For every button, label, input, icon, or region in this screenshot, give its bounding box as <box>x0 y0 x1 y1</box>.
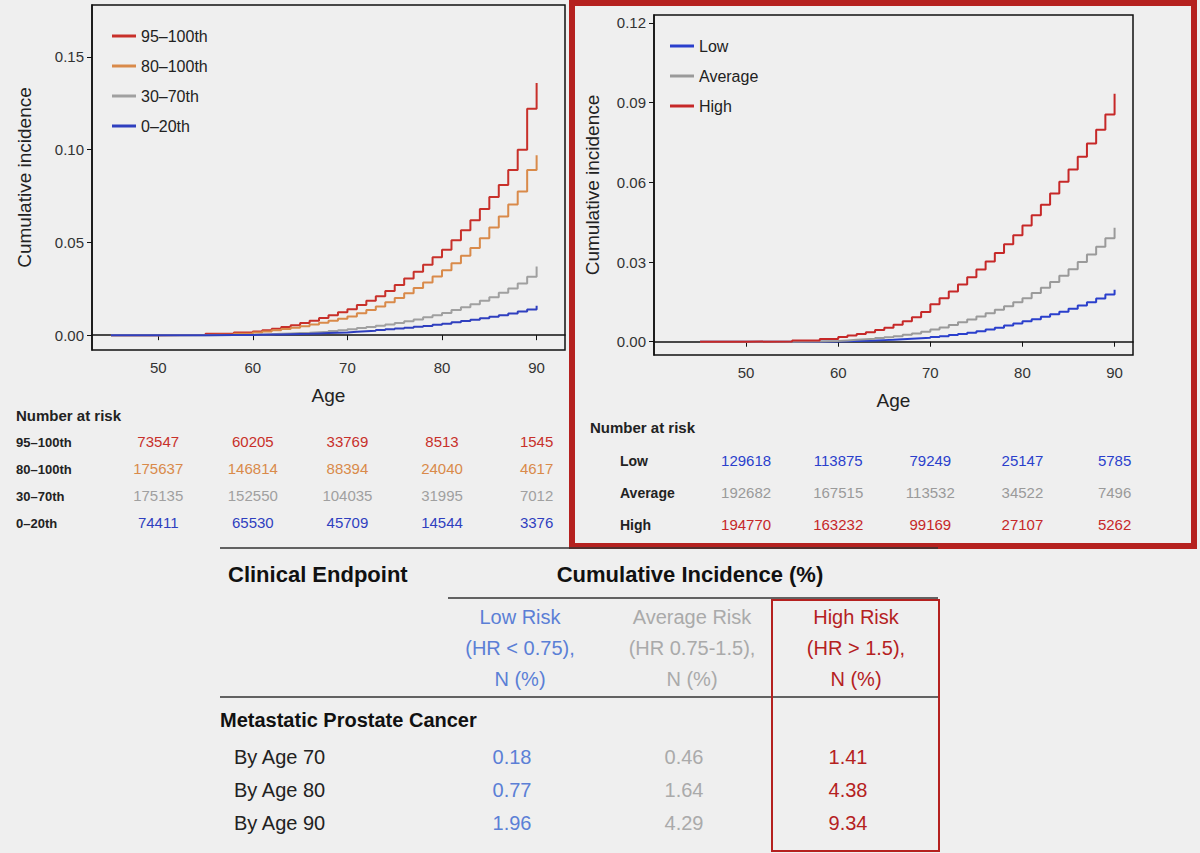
svg-text:Number at risk: Number at risk <box>590 419 696 436</box>
svg-text:152550: 152550 <box>228 487 278 504</box>
svg-text:80: 80 <box>1014 364 1031 381</box>
svg-text:1.64: 1.64 <box>665 779 704 801</box>
svg-text:7012: 7012 <box>520 487 553 504</box>
svg-text:113532: 113532 <box>906 484 955 501</box>
svg-text:Average: Average <box>699 68 758 85</box>
svg-text:99169: 99169 <box>909 516 951 533</box>
svg-text:Number at risk: Number at risk <box>16 407 122 424</box>
svg-text:175637: 175637 <box>133 460 183 477</box>
svg-text:167515: 167515 <box>813 484 863 501</box>
svg-text:0.03: 0.03 <box>617 254 646 271</box>
svg-text:192682: 192682 <box>721 484 771 501</box>
svg-text:95–100th: 95–100th <box>141 28 208 45</box>
svg-text:0.00: 0.00 <box>55 327 84 344</box>
svg-text:(HR 0.75-1.5),: (HR 0.75-1.5), <box>629 637 756 659</box>
svg-text:Cumulative incidence: Cumulative incidence <box>582 95 603 276</box>
svg-text:1.96: 1.96 <box>493 812 532 834</box>
svg-text:30–70th: 30–70th <box>141 88 199 105</box>
svg-text:1545: 1545 <box>520 433 553 450</box>
svg-text:(HR < 0.75),: (HR < 0.75), <box>465 637 574 659</box>
svg-text:45709: 45709 <box>327 514 369 531</box>
svg-text:0.10: 0.10 <box>55 141 84 158</box>
svg-text:Age: Age <box>312 385 346 406</box>
svg-text:146814: 146814 <box>228 460 278 477</box>
svg-text:High: High <box>620 517 651 533</box>
svg-text:34522: 34522 <box>1002 484 1044 501</box>
svg-text:1.41: 1.41 <box>829 746 868 768</box>
svg-text:194770: 194770 <box>721 516 771 533</box>
svg-text:113875: 113875 <box>814 452 863 469</box>
svg-text:90: 90 <box>528 359 545 376</box>
svg-text:N (%): N (%) <box>830 668 881 690</box>
svg-text:14544: 14544 <box>421 514 463 531</box>
svg-text:80–100th: 80–100th <box>16 462 72 477</box>
svg-text:0.05: 0.05 <box>55 234 84 251</box>
svg-text:60205: 60205 <box>232 433 274 450</box>
svg-text:60: 60 <box>244 359 261 376</box>
svg-text:Cumulative incidence: Cumulative incidence <box>14 87 35 268</box>
svg-text:0–20th: 0–20th <box>141 118 190 135</box>
svg-text:Clinical Endpoint: Clinical Endpoint <box>228 562 408 587</box>
svg-text:High: High <box>699 98 732 115</box>
svg-text:9.34: 9.34 <box>829 812 868 834</box>
svg-text:Average: Average <box>620 485 675 501</box>
svg-text:31995: 31995 <box>421 487 463 504</box>
svg-text:4.29: 4.29 <box>665 812 704 834</box>
svg-text:0.12: 0.12 <box>617 14 646 31</box>
svg-text:73547: 73547 <box>137 433 179 450</box>
svg-text:27107: 27107 <box>1002 516 1044 533</box>
svg-text:0.09: 0.09 <box>617 94 646 111</box>
svg-text:Metastatic Prostate Cancer: Metastatic Prostate Cancer <box>220 709 477 731</box>
svg-text:Cumulative Incidence (%): Cumulative Incidence (%) <box>557 562 824 587</box>
svg-text:175135: 175135 <box>133 487 183 504</box>
svg-text:3376: 3376 <box>520 514 553 531</box>
svg-text:Age: Age <box>877 390 911 411</box>
svg-text:79249: 79249 <box>909 452 951 469</box>
svg-text:50: 50 <box>738 364 755 381</box>
svg-text:Low: Low <box>620 453 648 469</box>
svg-text:90: 90 <box>1106 364 1123 381</box>
svg-text:0.06: 0.06 <box>617 174 646 191</box>
svg-text:By Age 70: By Age 70 <box>234 746 325 768</box>
svg-text:Low: Low <box>699 38 729 55</box>
svg-text:Average Risk: Average Risk <box>633 606 753 628</box>
svg-text:0.18: 0.18 <box>493 746 532 768</box>
svg-text:7496: 7496 <box>1098 484 1131 501</box>
svg-text:0.00: 0.00 <box>617 333 646 350</box>
svg-text:33769: 33769 <box>327 433 369 450</box>
svg-text:95–100th: 95–100th <box>16 435 72 450</box>
svg-text:163232: 163232 <box>813 516 863 533</box>
svg-text:70: 70 <box>339 359 356 376</box>
svg-text:25147: 25147 <box>1002 452 1044 469</box>
svg-text:0.77: 0.77 <box>493 779 532 801</box>
svg-text:70: 70 <box>922 364 939 381</box>
svg-text:5262: 5262 <box>1098 516 1131 533</box>
svg-text:50: 50 <box>150 359 167 376</box>
svg-text:4.38: 4.38 <box>829 779 868 801</box>
svg-text:N (%): N (%) <box>666 668 717 690</box>
svg-text:By Age 80: By Age 80 <box>234 779 325 801</box>
svg-text:24040: 24040 <box>421 460 463 477</box>
svg-text:0.15: 0.15 <box>55 48 84 65</box>
svg-text:60: 60 <box>830 364 847 381</box>
svg-text:5785: 5785 <box>1098 452 1131 469</box>
svg-text:4617: 4617 <box>520 460 553 477</box>
svg-text:8513: 8513 <box>425 433 458 450</box>
svg-text:80: 80 <box>434 359 451 376</box>
svg-text:30–70th: 30–70th <box>16 489 64 504</box>
svg-text:N (%): N (%) <box>494 668 545 690</box>
svg-text:(HR > 1.5),: (HR > 1.5), <box>807 637 905 659</box>
svg-text:65530: 65530 <box>232 514 274 531</box>
svg-text:High Risk: High Risk <box>813 606 900 628</box>
svg-text:104035: 104035 <box>322 487 372 504</box>
svg-text:74411: 74411 <box>138 514 179 531</box>
svg-text:0.46: 0.46 <box>665 746 704 768</box>
svg-text:88394: 88394 <box>327 460 369 477</box>
svg-text:129618: 129618 <box>721 452 771 469</box>
svg-text:Low Risk: Low Risk <box>479 606 561 628</box>
svg-text:By Age 90: By Age 90 <box>234 812 325 834</box>
svg-text:80–100th: 80–100th <box>141 58 208 75</box>
svg-text:0–20th: 0–20th <box>16 516 57 531</box>
